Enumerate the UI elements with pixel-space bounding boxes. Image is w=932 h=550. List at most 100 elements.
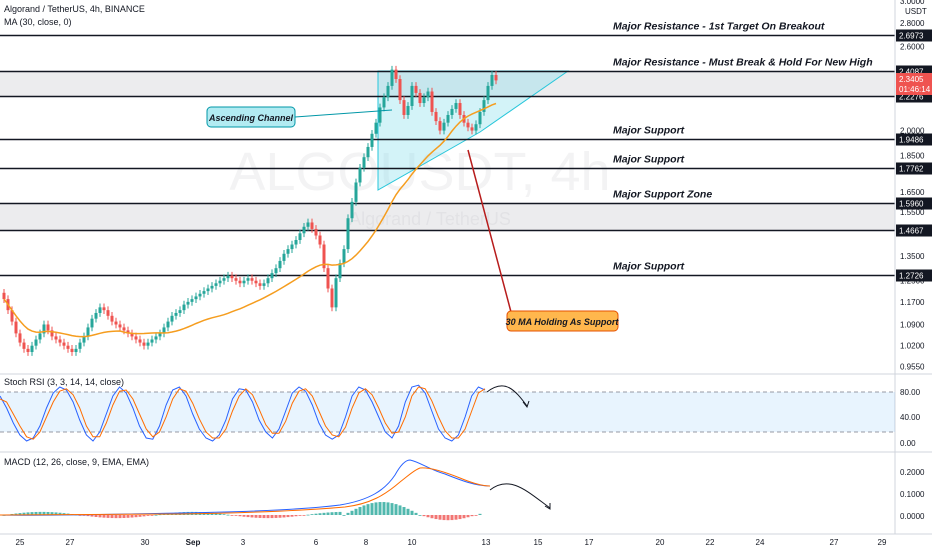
time-tick-4: 3 [241,538,246,547]
macd-bar-25 [102,515,106,518]
candle-body-105 [422,97,426,104]
macd-bar-59 [238,515,242,517]
time-axis[interactable]: 25 27 30 Sep 3 6 8 10 13 15 17 20 22 24 27 29 [16,538,887,547]
macd-bar-6 [26,512,30,515]
candle-body-82 [330,288,334,308]
macd-bar-98 [394,504,398,515]
macd-bar-65 [262,515,266,519]
macd-bar-68 [274,515,278,518]
candle-body-114 [458,103,462,115]
candle-body-74 [298,233,302,240]
macd-bar-82 [330,512,334,515]
candle-body-29 [118,324,122,328]
candle-body-32 [130,333,134,337]
candle-body-46 [186,301,190,305]
candle-body-73 [294,239,298,245]
candle-body-98 [394,69,398,80]
time-tick-3: Sep [186,538,201,547]
level-badge-3 [896,133,932,146]
macd-bar-118 [474,515,478,516]
candle-body-35 [142,342,146,346]
level-badge-label-6: 1.4667 [899,227,924,236]
macd-bar-30 [122,515,126,518]
candle-body-121 [486,85,490,101]
time-tick-6: 8 [364,538,369,547]
macd-bar-119 [478,513,482,515]
macd-bar-91 [366,504,370,515]
candle-body-19 [78,342,82,349]
candle-body-2 [10,310,14,322]
macd-bar-22 [90,515,94,517]
macd-bar-10 [42,511,46,515]
price-axis[interactable]: USDT 3.0000 2.8000 2.6000 2.0000 1.8500 1.650… [896,0,932,372]
macd-bar-110 [442,515,446,521]
stoch-tick-80: 80.00 [900,388,921,397]
watermark: ALGOUSDT, 4h [229,142,610,202]
candle-body-14 [58,339,62,343]
macd-bar-31 [126,515,130,518]
candle-body-3 [14,321,18,334]
candle-body-4 [18,333,22,343]
level-badge-label-1: 2.4087 [899,68,924,77]
macd-bar-99 [398,505,402,515]
candle-body-26 [106,310,110,316]
price-tick-1: 2.8000 [900,19,925,28]
price-tick-6: 1.5500 [900,208,925,217]
candle-body-47 [190,299,194,302]
price-axis-unit: USDT [905,7,927,16]
macd-bar-115 [462,515,466,519]
candle-body-104 [418,92,422,104]
level-badge-6 [896,224,932,237]
price-tick-9: 1.1700 [900,298,925,307]
candle-body-42 [170,315,174,322]
candle-body-15 [62,342,66,346]
stoch-d-line [0,386,486,440]
price-tick-10: 1.0900 [900,320,925,329]
candle-body-8 [34,339,38,346]
candle-body-122 [490,74,494,86]
macd-bar-80 [322,512,326,515]
level-text-1: Major Resistance - Must Break & Hold For… [613,57,873,69]
stoch-arrow-head [522,400,530,409]
candle-body-27 [110,315,114,322]
time-tick-10: 17 [585,538,594,547]
candle-body-0 [2,292,6,300]
macd-bar-85 [342,515,346,516]
macd-tick-0: 0.0000 [900,512,925,521]
candle-body-91 [366,146,370,158]
candle-body-48 [194,296,198,300]
candle-body-90 [362,157,366,168]
macd-bar-76 [306,514,310,516]
candle-body-12 [50,330,54,337]
ascending-channel-callout: Ascending Channel [206,106,393,128]
level-badge-label-2: 2.2276 [899,93,924,102]
macd-bar-60 [242,515,246,517]
ma-30-line [3,102,497,338]
candle-body-38 [154,336,158,340]
candle-body-13 [54,336,58,340]
candle-body-54 [218,280,222,284]
macd-bar-13 [54,512,58,515]
candle-body-69 [278,260,282,269]
candle-body-44 [178,310,182,313]
macd-bar-4 [18,513,22,515]
macd-bar-88 [354,508,358,515]
macd-bar-77 [310,514,314,515]
time-tick-0: 25 [16,538,25,547]
macd-bar-27 [110,515,114,519]
macd-bar-114 [458,515,462,520]
candle-body-78 [314,228,318,236]
candle-body-6 [26,348,30,353]
price-tick-12: 0.9550 [900,363,925,372]
macd-bar-117 [470,515,474,517]
macd-bar-64 [258,515,262,518]
candle-body-55 [222,278,226,281]
macd-signal-line [0,467,491,516]
candle-body-80 [322,244,326,269]
stoch-band [0,392,895,432]
macd-bar-33 [134,515,138,518]
candle-body-81 [326,268,330,289]
macd-bar-73 [294,515,298,517]
macd-bar-92 [370,503,374,515]
